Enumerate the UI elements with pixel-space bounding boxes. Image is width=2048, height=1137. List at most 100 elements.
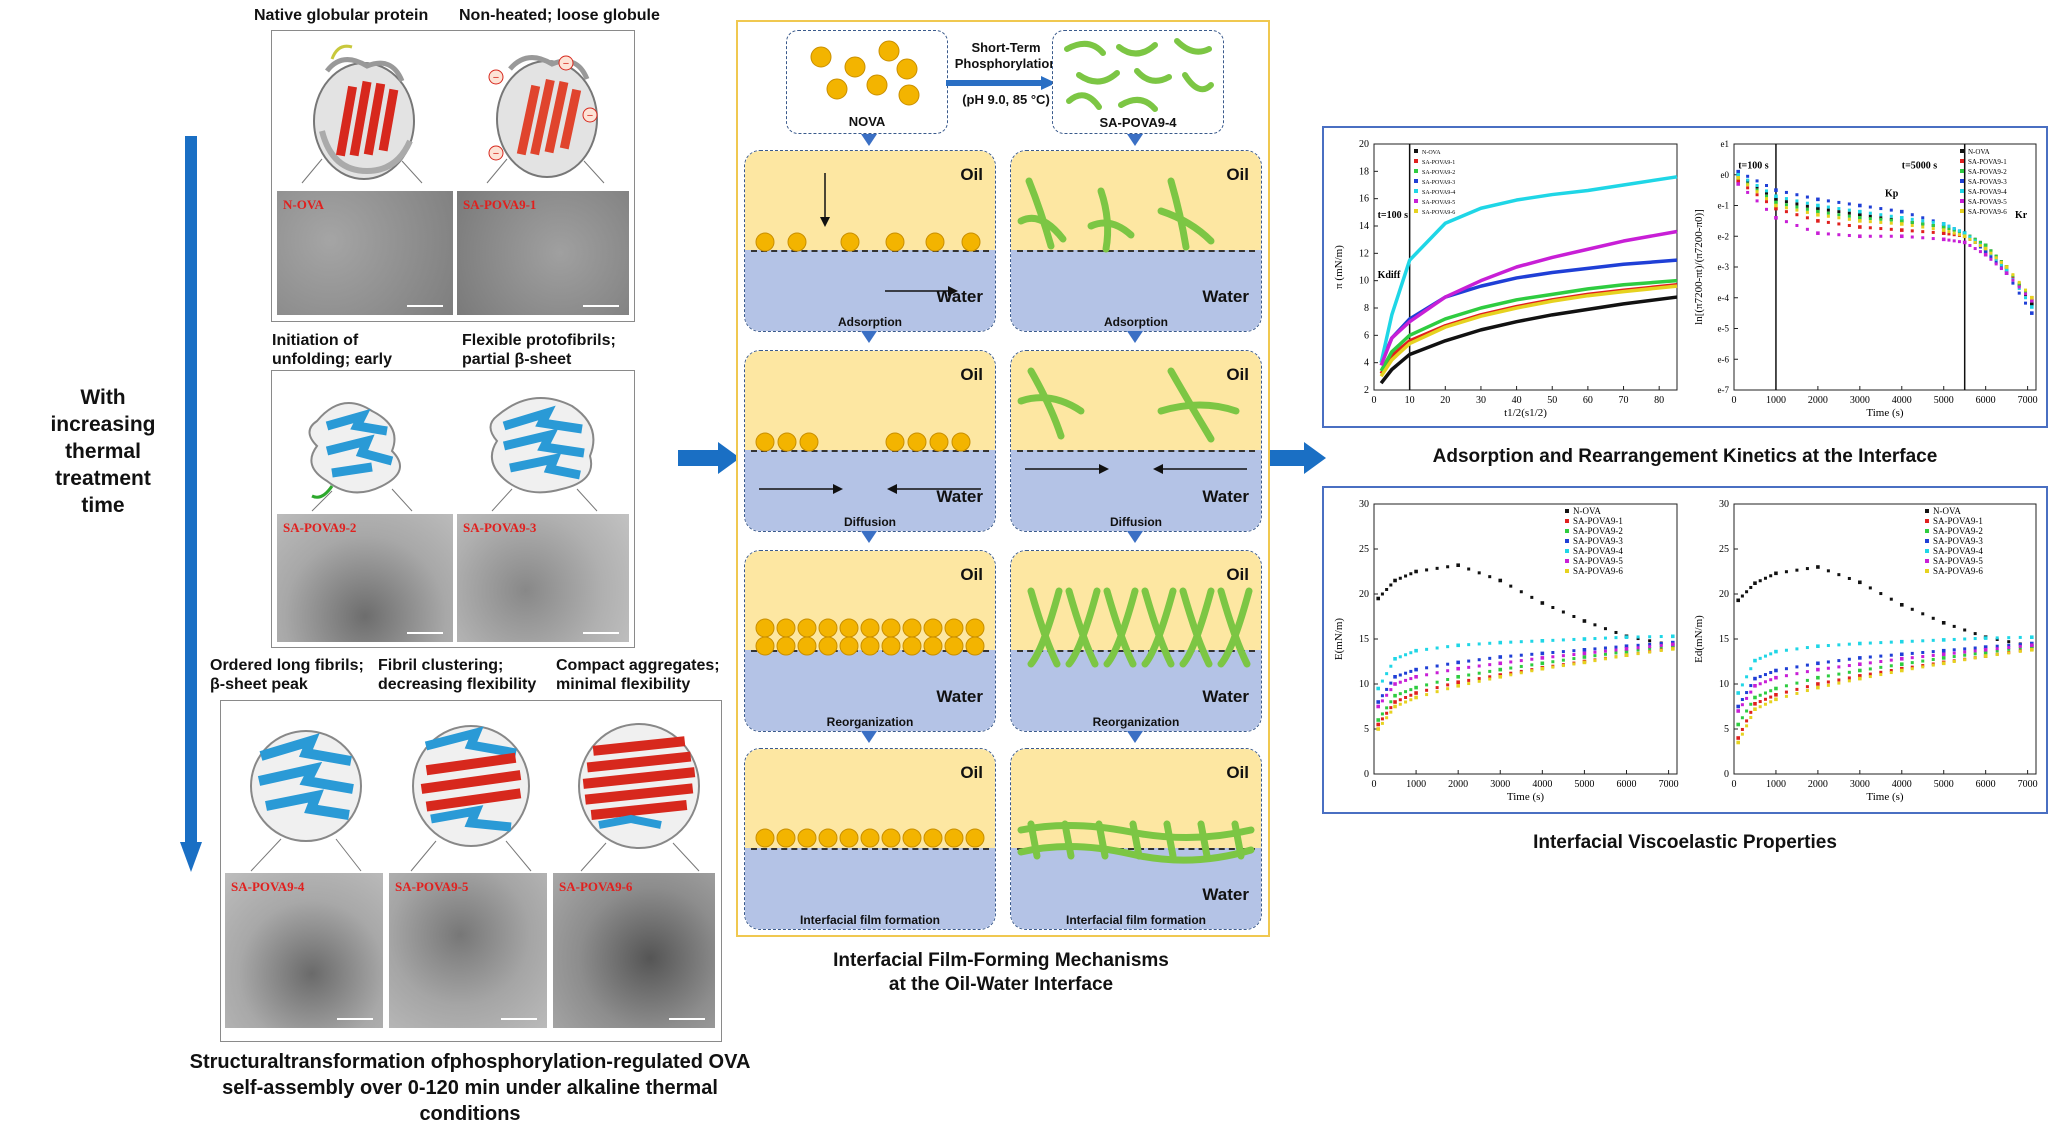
x-tick-label: 0	[1372, 779, 1377, 790]
x-tick-label: 0	[1372, 395, 1377, 406]
data-point	[1858, 668, 1862, 673]
svg-text:−: −	[493, 148, 499, 160]
data-point	[1393, 693, 1397, 698]
data-point	[1488, 669, 1492, 673]
data-point	[1774, 693, 1778, 697]
data-point	[1670, 640, 1675, 645]
data-point	[1380, 712, 1384, 716]
x-tick-label: 80	[1654, 395, 1664, 406]
data-point	[2017, 282, 2021, 286]
protein-particles	[755, 173, 981, 296]
data-point	[1795, 223, 1799, 227]
data-point	[1582, 619, 1587, 623]
data-point	[1467, 678, 1471, 682]
data-point	[1736, 179, 1740, 183]
data-point	[1847, 679, 1851, 683]
data-point	[1572, 615, 1576, 618]
data-point	[1784, 684, 1788, 688]
data-point	[1957, 229, 1961, 233]
data-point	[1467, 673, 1471, 677]
data-point	[1952, 655, 1956, 659]
data-point	[1393, 675, 1397, 679]
data-point	[1769, 689, 1773, 693]
data-point	[1826, 683, 1830, 687]
legend-label: SA-POVA9-2	[1573, 526, 1623, 536]
data-point	[1995, 637, 1999, 641]
data-point	[1978, 240, 1982, 244]
data-point	[1530, 663, 1534, 667]
data-point	[1941, 648, 1946, 653]
data-point	[1837, 210, 1841, 214]
data-point	[1670, 642, 1675, 647]
legend-marker	[1565, 559, 1569, 563]
data-point	[1921, 651, 1925, 654]
row3-label-a: Ordered long fibrils; β-sheet peak	[210, 657, 364, 693]
scale-bar	[583, 305, 619, 307]
protein-particle	[944, 618, 964, 638]
kinetics-box	[1322, 126, 2048, 428]
data-point	[1636, 648, 1640, 652]
data-point	[1931, 663, 1935, 667]
tem-label: SA-POVA9-2	[283, 520, 357, 535]
data-point	[1582, 655, 1587, 659]
data-point	[1736, 182, 1740, 186]
data-point	[1763, 691, 1767, 695]
data-point	[1816, 682, 1820, 686]
protein-particle	[907, 432, 927, 452]
data-point	[1816, 212, 1820, 217]
scale-bar	[583, 632, 619, 634]
data-point	[1763, 702, 1767, 706]
row1-label-b: Non-heated; loose globule	[459, 7, 660, 24]
data-point	[1572, 657, 1576, 661]
mechanism-panel-diffusion: Oil Water Diffusion	[1010, 350, 1262, 532]
data-point	[1765, 184, 1769, 188]
data-point	[1519, 590, 1523, 594]
svg-text:−: −	[563, 58, 569, 70]
data-point	[1784, 648, 1788, 652]
step-label: Diffusion	[1110, 515, 1162, 529]
data-point	[1879, 217, 1883, 221]
data-point	[1957, 240, 1961, 244]
data-point	[1509, 673, 1513, 677]
caption-top: Adsorption and Rearrangement Kinetics at…	[1432, 446, 1938, 467]
data-point	[1957, 233, 1961, 237]
y-tick-label: 15	[1719, 634, 1729, 645]
data-point	[1805, 685, 1809, 689]
data-point	[1425, 688, 1429, 692]
data-point	[1795, 205, 1799, 209]
data-point	[1740, 703, 1744, 707]
data-point	[1962, 231, 1967, 235]
data-point	[1858, 234, 1862, 239]
data-point	[1561, 610, 1565, 614]
data-point	[1941, 237, 1946, 242]
data-point	[2024, 290, 2028, 294]
data-point	[1983, 648, 1988, 652]
data-point	[1983, 636, 1988, 640]
elastic-modulus-chart: 0 1000 2000 3000 4000 5000 6000 7000 0 5 10 15 20 25 3…	[1333, 499, 1679, 803]
nova-particles	[810, 40, 920, 106]
data-point	[1968, 235, 1972, 239]
step-label: Adsorption	[1104, 315, 1168, 329]
data-point	[1540, 661, 1545, 666]
data-point	[1784, 570, 1788, 574]
legend-label: SA-POVA9-4	[1968, 188, 2007, 196]
data-point	[1385, 588, 1389, 591]
data-point	[1889, 653, 1893, 657]
data-point	[2011, 278, 2015, 282]
data-point	[2018, 635, 2022, 639]
down-arrow-icon	[861, 531, 877, 543]
data-point	[1488, 656, 1492, 660]
data-point	[1765, 200, 1769, 204]
data-point	[1805, 195, 1809, 199]
y-tick-label: 14	[1359, 221, 1369, 232]
data-point	[1921, 655, 1925, 659]
data-point	[1636, 652, 1640, 656]
data-point	[1774, 675, 1778, 680]
water-phase	[745, 450, 995, 531]
data-point	[1774, 216, 1778, 220]
y-tick-label: 0	[1364, 769, 1369, 780]
row2-box: SA-POVA9-2 SA-POVA9-3	[271, 370, 635, 648]
data-point	[1868, 675, 1872, 679]
x-tick-label: 5000	[1934, 779, 1954, 790]
data-point	[2007, 643, 2011, 647]
